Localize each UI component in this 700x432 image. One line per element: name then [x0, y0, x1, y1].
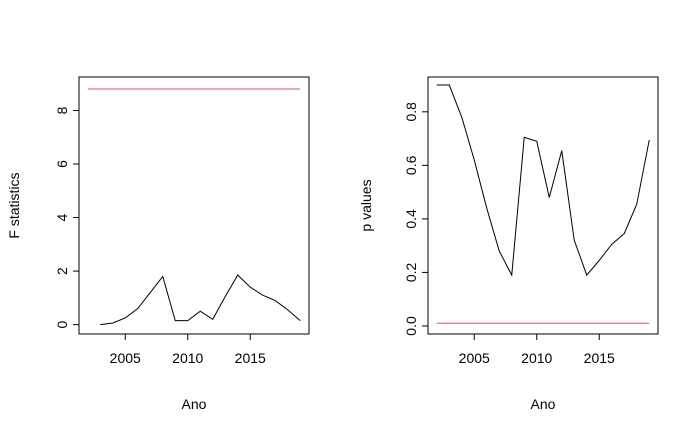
y-axis-label-f: F statistics [6, 172, 22, 238]
x-tick-label-f-1: 2010 [172, 350, 203, 366]
y-tick-label-f-0: 0 [54, 321, 70, 329]
y-tick-label-p-1: 0.2 [403, 262, 419, 282]
panel-f-statistics: 2005 2010 2015 0 2 4 6 8 Ano F statistics [6, 76, 310, 412]
x-tick-label-f-0: 2005 [110, 350, 141, 366]
panel-p-values: 2005 2010 2015 0.0 0.2 0.4 0.6 0.8 Ano p value… [358, 76, 659, 412]
plot-area-f [87, 88, 301, 326]
x-axis-label-f: Ano [182, 396, 207, 412]
x-tick-label-p-0: 2005 [459, 350, 490, 366]
x-tick-label-p-2: 2015 [584, 350, 615, 366]
y-tick-label-f-1: 2 [54, 267, 70, 275]
y-tick-label-p-0: 0.0 [403, 316, 419, 336]
y-tick-label-p-3: 0.6 [403, 155, 419, 175]
x-axis-label-p: Ano [531, 396, 556, 412]
plot-frame-p [427, 76, 659, 335]
y-tick-label-f-4: 8 [54, 106, 70, 114]
y-tick-label-p-4: 0.8 [403, 102, 419, 122]
y-axis-f: 0 2 4 6 8 [54, 106, 79, 329]
x-tick-label-p-1: 2010 [521, 350, 552, 366]
y-tick-label-f-2: 4 [54, 213, 70, 221]
series-line-p-0 [436, 84, 650, 277]
plot-area-p [436, 84, 650, 324]
x-axis-f: 2005 2010 2015 [110, 334, 266, 366]
y-tick-label-f-3: 6 [54, 160, 70, 168]
y-axis-p: 0.0 0.2 0.4 0.6 0.8 [403, 102, 428, 336]
x-tick-label-f-2: 2015 [235, 350, 266, 366]
y-tick-label-p-2: 0.4 [403, 209, 419, 229]
x-axis-p: 2005 2010 2015 [459, 334, 615, 366]
y-axis-label-p: p values [358, 179, 374, 231]
series-line-f-0 [100, 274, 301, 326]
plot-frame-f [78, 76, 310, 335]
